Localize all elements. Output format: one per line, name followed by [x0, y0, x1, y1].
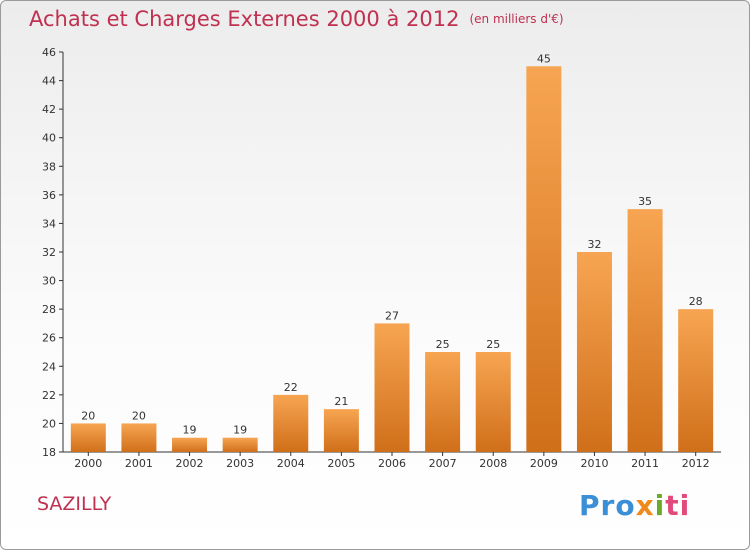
data-label: 20 — [81, 409, 95, 422]
data-label: 25 — [436, 338, 450, 351]
data-label: 22 — [284, 381, 298, 394]
x-tick-label: 2010 — [580, 457, 608, 470]
logo-part: x — [635, 489, 655, 522]
data-label: 19 — [183, 424, 197, 437]
y-tick-label: 36 — [42, 189, 56, 202]
y-tick-label: 22 — [42, 389, 56, 402]
y-tick-label: 30 — [42, 275, 56, 288]
x-tick-label: 2008 — [479, 457, 507, 470]
bar — [576, 252, 612, 452]
data-label: 21 — [334, 395, 348, 408]
y-tick-label: 46 — [42, 46, 56, 59]
bar — [374, 323, 410, 452]
x-tick-label: 2006 — [378, 457, 406, 470]
y-tick-label: 40 — [42, 132, 56, 145]
bar — [425, 352, 461, 452]
value-labels: 20 20 19 19 22 21 27 25 25 45 32 35 28 — [81, 52, 702, 436]
y-tick-label: 38 — [42, 160, 56, 173]
bar — [323, 409, 359, 452]
bar — [526, 66, 562, 453]
logo-part: i — [654, 489, 666, 522]
x-tick-label: 2009 — [530, 457, 558, 470]
data-label: 27 — [385, 309, 399, 322]
bar — [475, 352, 511, 452]
chart-subtitle: (en milliers d'€) — [469, 12, 564, 26]
data-label: 35 — [638, 195, 652, 208]
x-tick-label: 2002 — [176, 457, 204, 470]
y-tick-label: 26 — [42, 332, 56, 345]
y-tick-label: 28 — [42, 303, 56, 316]
data-label: 45 — [537, 52, 551, 65]
bar — [627, 209, 663, 452]
bar — [678, 309, 714, 452]
bar — [222, 437, 258, 452]
y-tick-label: 44 — [42, 75, 56, 88]
bar — [70, 423, 106, 452]
bars — [70, 66, 714, 453]
data-label: 20 — [132, 409, 146, 422]
bar — [121, 423, 157, 452]
data-label: 28 — [689, 295, 703, 308]
proxiti-logo[interactable]: Proxiti — [579, 489, 690, 522]
x-tick-label: 2003 — [226, 457, 254, 470]
x-tick-label: 2005 — [327, 457, 355, 470]
y-tick-label: 18 — [42, 446, 56, 459]
x-tick-label: 2012 — [682, 457, 710, 470]
x-tick-label: 2004 — [277, 457, 305, 470]
y-tick-label: 20 — [42, 417, 56, 430]
x-tick-label: 2000 — [74, 457, 102, 470]
commune-name: SAZILLY — [37, 493, 112, 515]
y-tick-label: 32 — [42, 246, 56, 259]
logo-part: ti — [665, 489, 691, 522]
logo-part: Pro — [579, 489, 636, 522]
data-label: 32 — [587, 238, 601, 251]
y-tick-label: 42 — [42, 103, 56, 116]
y-tick-label: 34 — [42, 217, 56, 230]
chart-title: Achats et Charges Externes 2000 à 2012 (e… — [29, 7, 564, 31]
y-tick-label: 24 — [42, 360, 56, 373]
data-label: 25 — [486, 338, 500, 351]
axes: 18 20 22 24 26 28 30 32 34 36 38 40 42 44 46 2000 2001 20… — [42, 46, 721, 470]
x-tick-label: 2011 — [631, 457, 659, 470]
x-tick-label: 2007 — [429, 457, 457, 470]
bar — [273, 394, 309, 452]
bar — [172, 437, 208, 452]
x-tick-label: 2001 — [125, 457, 153, 470]
data-label: 19 — [233, 424, 247, 437]
